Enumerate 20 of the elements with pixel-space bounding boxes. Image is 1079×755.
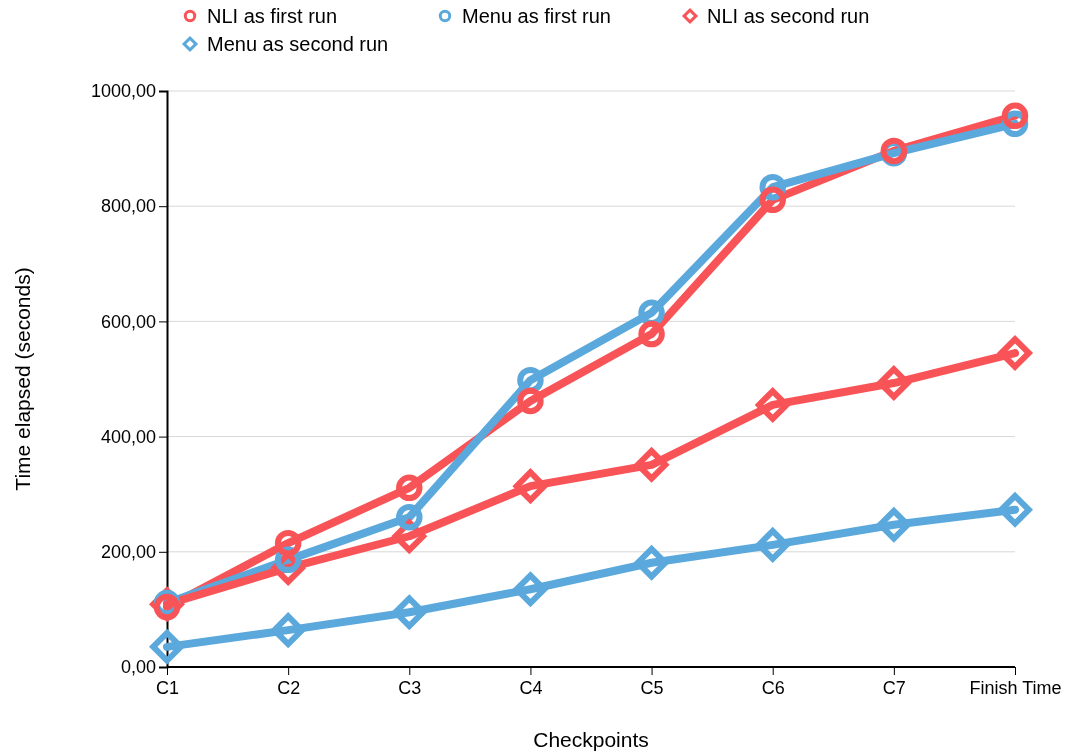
y-tick-label: 0,00 <box>120 657 156 678</box>
x-axis-title: Checkpoints <box>533 728 649 751</box>
x-tick-label: C6 <box>761 678 785 699</box>
x-tick-label: Finish Time <box>969 678 1062 699</box>
x-tick-label: C2 <box>277 678 301 699</box>
y-axis-title: Time elapsed (seconds) <box>11 267 34 491</box>
y-tick-label: 800,00 <box>100 196 156 217</box>
x-tick-label: C1 <box>155 678 180 699</box>
y-tick-label: 200,00 <box>100 542 156 563</box>
x-tick-label: C4 <box>519 678 543 699</box>
x-tick-label: C5 <box>640 678 664 699</box>
x-tick-label: C3 <box>398 678 422 699</box>
y-tick-label: 600,00 <box>100 311 156 332</box>
y-tick-label: 400,00 <box>100 426 156 447</box>
legend-label: NLI as first run <box>207 5 338 27</box>
x-tick-label: C7 <box>882 678 906 699</box>
legend-label: Menu as first run <box>462 5 611 27</box>
legend-label: Menu as second run <box>207 33 389 55</box>
legend-label: NLI as second run <box>707 5 870 27</box>
y-tick-label: 1000,00 <box>90 81 156 102</box>
